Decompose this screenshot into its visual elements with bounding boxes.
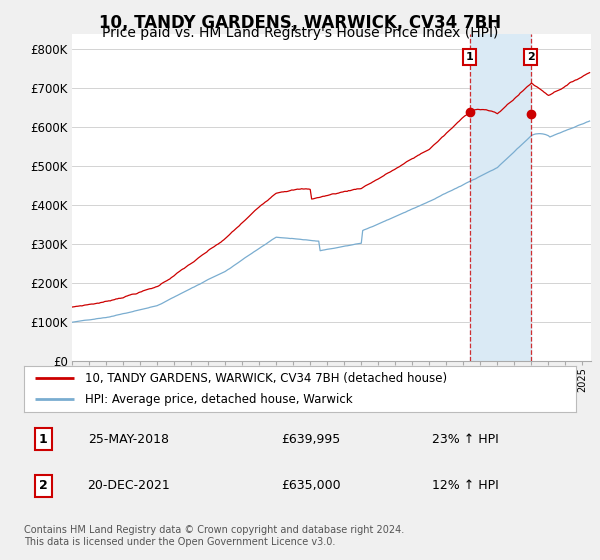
Text: 12% ↑ HPI: 12% ↑ HPI xyxy=(432,479,499,492)
Text: 10, TANDY GARDENS, WARWICK, CV34 7BH (detached house): 10, TANDY GARDENS, WARWICK, CV34 7BH (de… xyxy=(85,372,447,385)
Text: 25-MAY-2018: 25-MAY-2018 xyxy=(88,432,169,446)
Text: Price paid vs. HM Land Registry's House Price Index (HPI): Price paid vs. HM Land Registry's House … xyxy=(102,26,498,40)
Text: 20-DEC-2021: 20-DEC-2021 xyxy=(88,479,170,492)
Text: £635,000: £635,000 xyxy=(281,479,341,492)
Text: 1: 1 xyxy=(466,52,474,62)
Text: 10, TANDY GARDENS, WARWICK, CV34 7BH: 10, TANDY GARDENS, WARWICK, CV34 7BH xyxy=(99,14,501,32)
Text: 2: 2 xyxy=(39,479,47,492)
Text: 1: 1 xyxy=(39,432,47,446)
Text: HPI: Average price, detached house, Warwick: HPI: Average price, detached house, Warw… xyxy=(85,393,352,405)
Bar xyxy=(470,34,530,361)
Text: 2: 2 xyxy=(527,52,535,62)
Text: 23% ↑ HPI: 23% ↑ HPI xyxy=(432,432,499,446)
Text: Contains HM Land Registry data © Crown copyright and database right 2024.
This d: Contains HM Land Registry data © Crown c… xyxy=(24,525,404,547)
Text: £639,995: £639,995 xyxy=(281,432,341,446)
